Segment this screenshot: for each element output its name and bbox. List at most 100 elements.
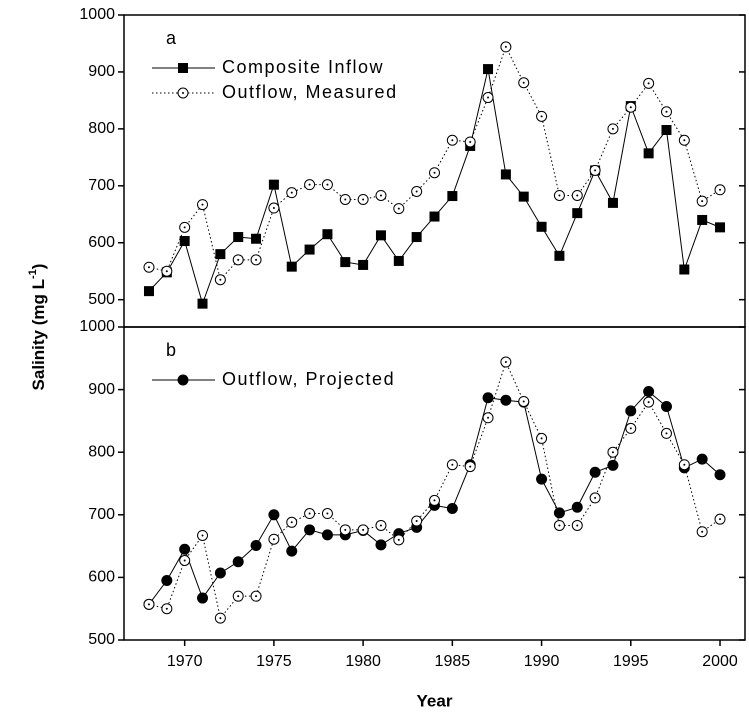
marker-dot <box>576 524 579 527</box>
y-tick-label: 700 <box>88 506 115 523</box>
y-axis-label-sup: -1 <box>27 269 39 279</box>
marker-dot <box>308 512 311 515</box>
marker-dot <box>683 463 686 466</box>
marker <box>446 459 458 471</box>
marker-dot <box>719 518 722 521</box>
marker <box>607 446 619 458</box>
marker <box>625 101 637 113</box>
marker-dot <box>594 169 597 172</box>
marker <box>250 590 262 602</box>
marker <box>411 515 423 527</box>
marker <box>357 193 369 205</box>
marker <box>214 274 226 286</box>
marker <box>393 255 404 266</box>
marker-dot <box>272 538 275 541</box>
marker <box>339 193 351 205</box>
marker-dot <box>326 183 329 186</box>
marker <box>483 64 494 75</box>
marker <box>447 191 458 202</box>
marker <box>678 134 690 146</box>
marker-dot <box>469 465 472 468</box>
marker-dot <box>647 82 650 85</box>
marker <box>678 459 690 471</box>
panel-label: b <box>166 340 178 360</box>
marker <box>500 169 511 180</box>
marker <box>589 164 601 176</box>
marker-dot <box>165 270 168 273</box>
marker <box>179 221 191 233</box>
marker <box>304 508 316 520</box>
marker-dot <box>272 207 275 210</box>
marker <box>339 524 351 536</box>
marker <box>429 167 440 179</box>
marker <box>179 236 190 247</box>
marker-dot <box>469 140 472 143</box>
marker-dot <box>487 416 490 419</box>
y-axis-label: Salinity (mg L-1) <box>27 264 49 391</box>
marker-dot <box>219 278 222 281</box>
marker <box>714 513 726 525</box>
marker-dot <box>647 401 650 404</box>
marker-dot <box>451 139 454 142</box>
marker-dot <box>629 106 632 109</box>
marker-dot <box>487 96 490 99</box>
y-tick-label: 1000 <box>79 6 115 23</box>
marker-dot <box>629 427 632 430</box>
marker-dot <box>290 191 293 194</box>
marker <box>715 222 726 233</box>
marker-dot <box>594 496 597 499</box>
marker-dot <box>665 432 668 435</box>
marker <box>589 466 601 478</box>
marker <box>696 526 708 538</box>
marker-dot <box>362 198 365 201</box>
marker <box>251 233 262 244</box>
y-tick-label: 900 <box>88 63 115 80</box>
marker <box>411 185 423 197</box>
marker <box>143 598 155 610</box>
marker <box>286 516 298 528</box>
marker <box>393 203 405 215</box>
marker <box>572 208 583 219</box>
marker <box>178 63 188 73</box>
marker <box>268 202 280 214</box>
y-tick-label: 500 <box>88 291 115 308</box>
marker <box>429 494 440 506</box>
marker <box>215 249 226 260</box>
marker <box>625 422 637 434</box>
marker <box>375 189 387 201</box>
marker <box>214 612 226 624</box>
marker-dot <box>362 528 365 531</box>
x-tick-label: 1970 <box>167 653 203 670</box>
marker <box>643 396 655 408</box>
marker-dot <box>683 139 686 142</box>
marker <box>446 134 458 146</box>
marker-dot <box>540 437 543 440</box>
marker <box>232 590 244 602</box>
marker <box>696 453 708 465</box>
marker <box>607 123 619 135</box>
marker-dot <box>147 603 150 606</box>
marker <box>482 412 494 424</box>
marker <box>482 92 494 104</box>
marker <box>607 459 619 471</box>
marker <box>232 254 244 266</box>
marker <box>500 356 512 368</box>
y-tick-label: 800 <box>88 443 115 460</box>
marker-dot <box>433 171 436 174</box>
y-tick-label: 1000 <box>79 318 115 335</box>
marker <box>411 232 422 243</box>
y-tick-label: 800 <box>88 120 115 137</box>
marker-dot <box>558 524 561 527</box>
marker <box>679 264 690 275</box>
marker-dot <box>397 538 400 541</box>
marker <box>250 254 262 266</box>
marker-dot <box>504 361 507 364</box>
marker <box>518 191 529 202</box>
marker <box>358 259 369 270</box>
marker <box>553 519 565 531</box>
marker <box>286 545 298 557</box>
marker-dot <box>576 194 579 197</box>
x-tick-label: 2000 <box>702 653 738 670</box>
x-axis-label: Year <box>417 691 453 710</box>
marker <box>714 469 726 481</box>
